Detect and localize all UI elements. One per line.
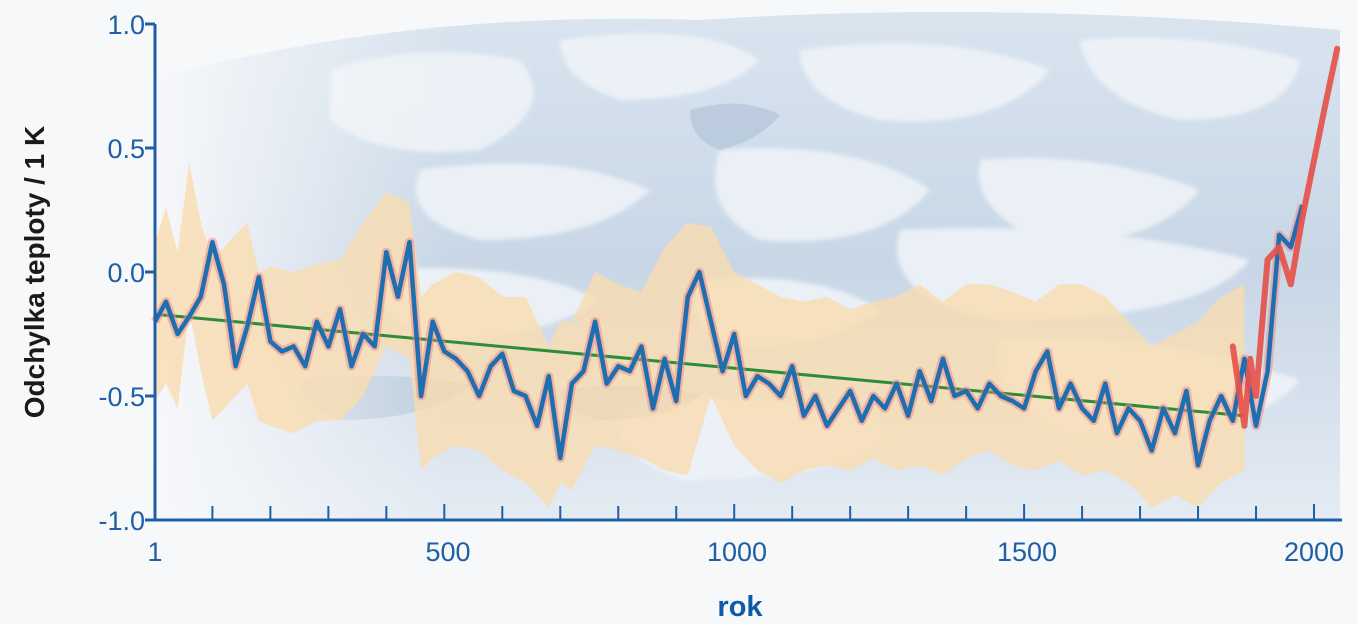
axis-ticks [145,22,1315,522]
x-tick-label: 1 [147,537,162,567]
y-tick-label: -1.0 [98,506,145,536]
y-tick-label: 0.5 [107,134,145,164]
x-tick-label: 2000 [1284,537,1344,567]
y-axis-title: Odchylka teploty / 1 K [19,126,50,419]
instrumental-line [1229,45,1341,429]
uncertainty-band-layer [155,162,1245,508]
x-tick-label: 1500 [997,537,1057,567]
y-tick-label: -0.5 [98,382,145,412]
y-tick-label: 0.0 [107,258,145,288]
x-tick-label: 1000 [707,537,767,567]
reconstruction-line-layer [151,203,1307,470]
x-axis-title: rok [717,591,763,623]
reconstruction-line [153,204,1305,468]
x-tick-label: 500 [425,537,470,567]
uncertainty-band [155,162,1245,508]
instrumental-line-layer [1229,45,1341,429]
y-tick-label: 1.0 [107,10,145,40]
